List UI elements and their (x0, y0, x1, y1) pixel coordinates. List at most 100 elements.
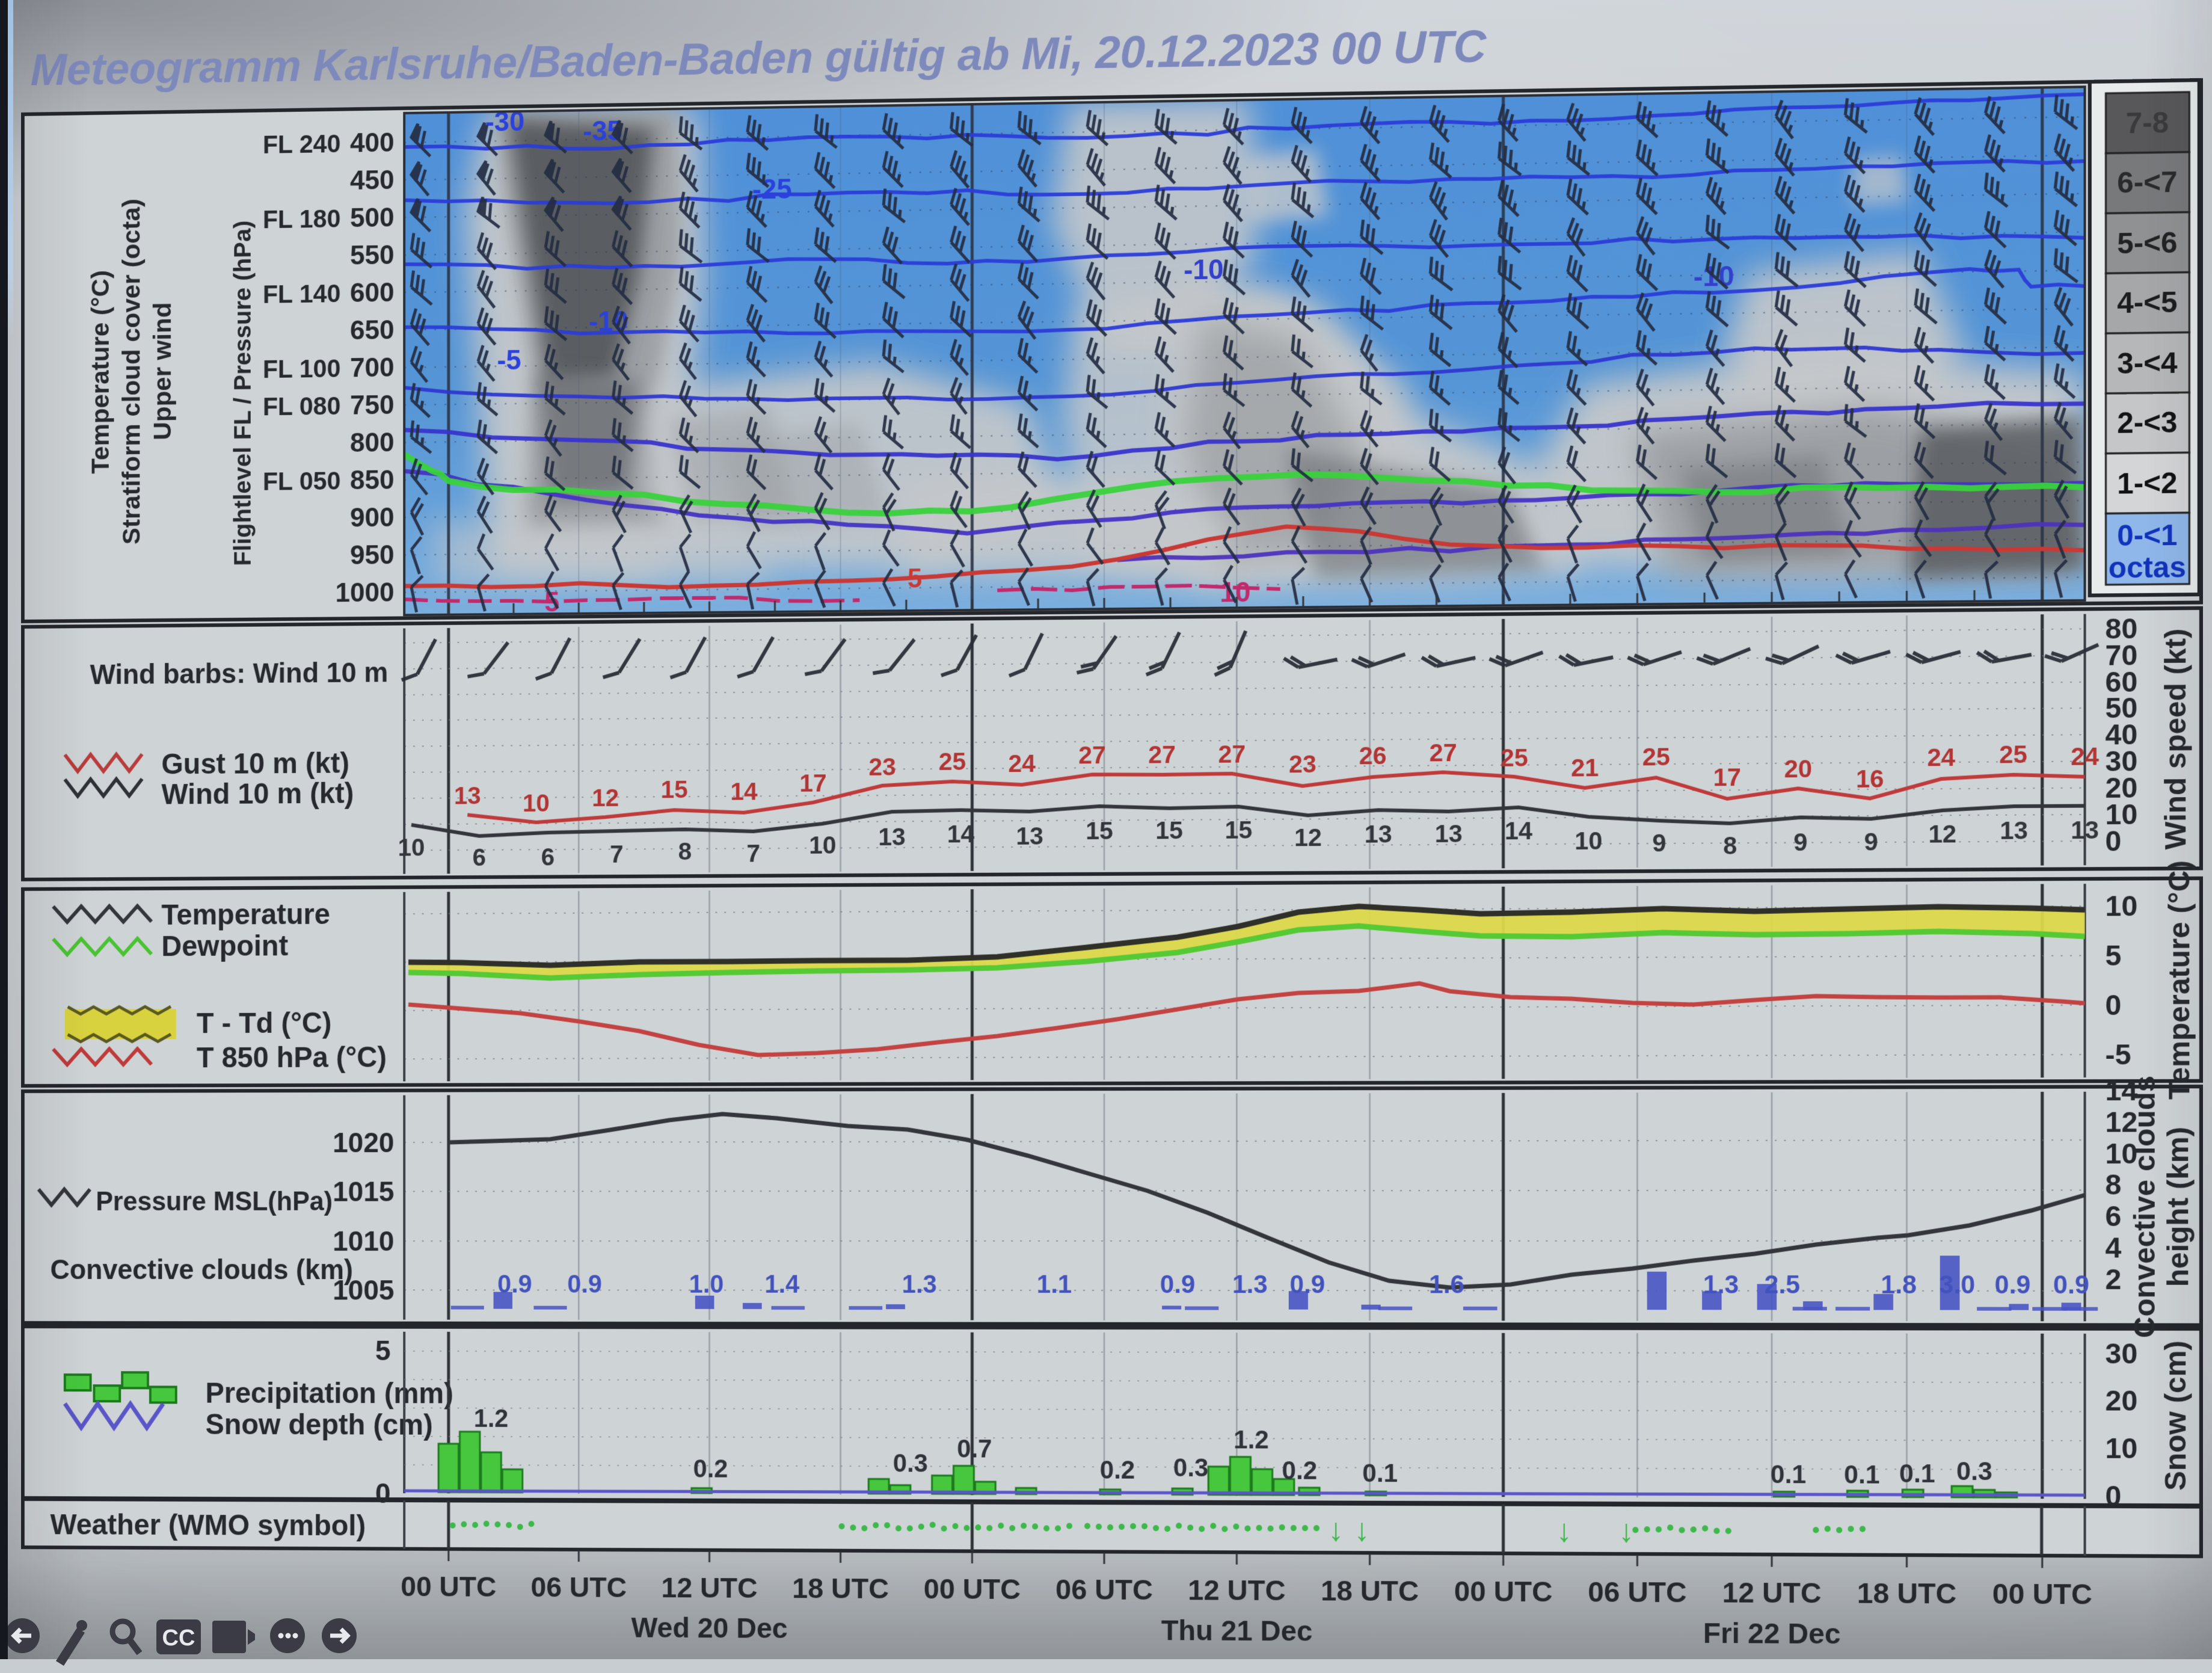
svg-text:800: 800 (350, 428, 395, 458)
svg-text:27: 27 (1218, 739, 1246, 768)
svg-text:Temperature (°C): Temperature (°C) (2163, 860, 2196, 1100)
svg-text:24: 24 (1927, 742, 1955, 771)
svg-text:00 UTC: 00 UTC (924, 1573, 1021, 1605)
svg-text:Convective clouds (km): Convective clouds (km) (51, 1254, 354, 1285)
svg-text:Precipitation (mm): Precipitation (mm) (206, 1377, 453, 1410)
svg-text:0.2: 0.2 (1100, 1456, 1135, 1485)
svg-text:3.0: 3.0 (1939, 1270, 1975, 1299)
svg-text:1.3: 1.3 (902, 1270, 937, 1298)
svg-text:30: 30 (2105, 1337, 2137, 1369)
svg-text:0.9: 0.9 (567, 1270, 602, 1298)
svg-text:80: 80 (2105, 612, 2137, 645)
svg-text:Pressure MSL(hPa): Pressure MSL(hPa) (96, 1187, 333, 1216)
svg-text:23: 23 (868, 753, 896, 781)
svg-text:14: 14 (947, 819, 975, 848)
svg-text:10: 10 (2105, 889, 2137, 922)
svg-text:6: 6 (473, 843, 486, 871)
svg-text:FL 180: FL 180 (263, 205, 340, 234)
svg-text:0: 0 (2105, 988, 2121, 1021)
svg-text:9: 9 (1793, 828, 1807, 857)
svg-text:1015: 1015 (333, 1175, 394, 1207)
svg-text:16: 16 (1856, 764, 1884, 793)
svg-text:0.9: 0.9 (1160, 1270, 1196, 1298)
svg-text:2-<3: 2-<3 (2117, 406, 2177, 440)
svg-text:Temperature: Temperature (161, 898, 330, 931)
svg-text:0.2: 0.2 (693, 1455, 728, 1483)
svg-text:10: 10 (1575, 826, 1602, 855)
svg-text:20: 20 (2105, 1384, 2137, 1417)
svg-text:6: 6 (2105, 1200, 2121, 1232)
svg-text:1020: 1020 (333, 1126, 394, 1158)
svg-text:500: 500 (350, 203, 395, 233)
svg-text:0.3: 0.3 (1956, 1456, 1992, 1485)
svg-text:Gust 10 m (kt): Gust 10 m (kt) (161, 747, 349, 781)
svg-text:900: 900 (350, 503, 395, 534)
svg-text:24: 24 (2071, 742, 2099, 771)
svg-text:FL 100: FL 100 (263, 354, 340, 383)
svg-text:12: 12 (592, 783, 619, 812)
svg-text:Wind speed (kt): Wind speed (kt) (2159, 628, 2192, 849)
svg-text:5: 5 (375, 1334, 391, 1366)
svg-text:13: 13 (454, 781, 481, 810)
svg-text:0.1: 0.1 (1844, 1460, 1880, 1489)
svg-text:15: 15 (1155, 816, 1183, 845)
svg-text:06 UTC: 06 UTC (1588, 1576, 1686, 1609)
svg-text:21: 21 (1571, 753, 1599, 782)
svg-text:06 UTC: 06 UTC (531, 1571, 627, 1603)
svg-text:9: 9 (1864, 827, 1878, 856)
svg-text:13: 13 (1365, 819, 1392, 848)
svg-text:-5: -5 (2105, 1038, 2131, 1070)
svg-text:1.4: 1.4 (764, 1270, 799, 1298)
svg-text:Thu 21 Dec: Thu 21 Dec (1161, 1614, 1313, 1647)
svg-text:height (km): height (km) (2161, 1127, 2195, 1287)
svg-text:Weather (WMO symbol): Weather (WMO symbol) (51, 1509, 366, 1542)
svg-text:1000: 1000 (335, 578, 394, 608)
svg-text:T 850 hPa (°C): T 850 hPa (°C) (197, 1041, 387, 1074)
svg-text:12 UTC: 12 UTC (1722, 1576, 1822, 1609)
svg-text:Wind barbs: Wind 10 m: Wind barbs: Wind 10 m (90, 656, 389, 690)
svg-text:FL 050: FL 050 (263, 467, 340, 496)
svg-text:2.5: 2.5 (1765, 1270, 1800, 1299)
svg-text:650: 650 (350, 315, 395, 346)
svg-text:4: 4 (2105, 1231, 2121, 1264)
svg-text:1.0: 1.0 (689, 1270, 724, 1298)
svg-text:0-<1: 0-<1 (2117, 519, 2177, 552)
svg-text:0.7: 0.7 (957, 1434, 992, 1462)
svg-text:-5: -5 (497, 344, 521, 376)
svg-text:6: 6 (541, 842, 555, 870)
svg-text:1.3: 1.3 (1703, 1270, 1739, 1299)
svg-text:8: 8 (2105, 1168, 2121, 1201)
svg-text:750: 750 (350, 390, 395, 421)
svg-text:Snow (cm): Snow (cm) (2159, 1340, 2192, 1491)
svg-text:Wed 20 Dec: Wed 20 Dec (631, 1611, 788, 1644)
svg-text:700: 700 (350, 353, 395, 383)
svg-text:17: 17 (799, 769, 826, 797)
svg-text:0.9: 0.9 (497, 1270, 532, 1298)
svg-text:FL 240: FL 240 (263, 130, 340, 159)
svg-text:13: 13 (878, 822, 905, 851)
svg-text:10: 10 (523, 789, 550, 817)
svg-text:13: 13 (1016, 822, 1043, 851)
svg-text:7: 7 (747, 839, 761, 867)
svg-text:CC: CC (162, 1625, 195, 1651)
svg-text:15: 15 (1086, 816, 1113, 845)
svg-text:950: 950 (350, 540, 395, 571)
svg-text:-10: -10 (1184, 253, 1224, 285)
svg-text:1.1: 1.1 (1037, 1270, 1072, 1298)
svg-text:10: 10 (2105, 1432, 2137, 1464)
svg-text:00 UTC: 00 UTC (1992, 1577, 2092, 1610)
svg-text:2: 2 (2105, 1263, 2121, 1295)
svg-text:23: 23 (1289, 750, 1316, 778)
svg-text:06 UTC: 06 UTC (1055, 1573, 1153, 1606)
svg-text:27: 27 (1148, 740, 1176, 769)
svg-text:27: 27 (1430, 738, 1457, 767)
svg-text:10: 10 (809, 831, 836, 859)
svg-text:Meteogramm Karlsruhe/Baden-Bad: Meteogramm Karlsruhe/Baden-Baden gültig … (31, 20, 1487, 95)
svg-text:1.2: 1.2 (474, 1404, 508, 1432)
svg-text:7: 7 (610, 840, 624, 868)
svg-text:25: 25 (1642, 742, 1670, 771)
svg-text:FL 140: FL 140 (263, 280, 340, 309)
svg-text:27: 27 (1078, 741, 1106, 769)
svg-text:0: 0 (2105, 1479, 2121, 1512)
svg-text:0.1: 0.1 (1771, 1460, 1806, 1489)
